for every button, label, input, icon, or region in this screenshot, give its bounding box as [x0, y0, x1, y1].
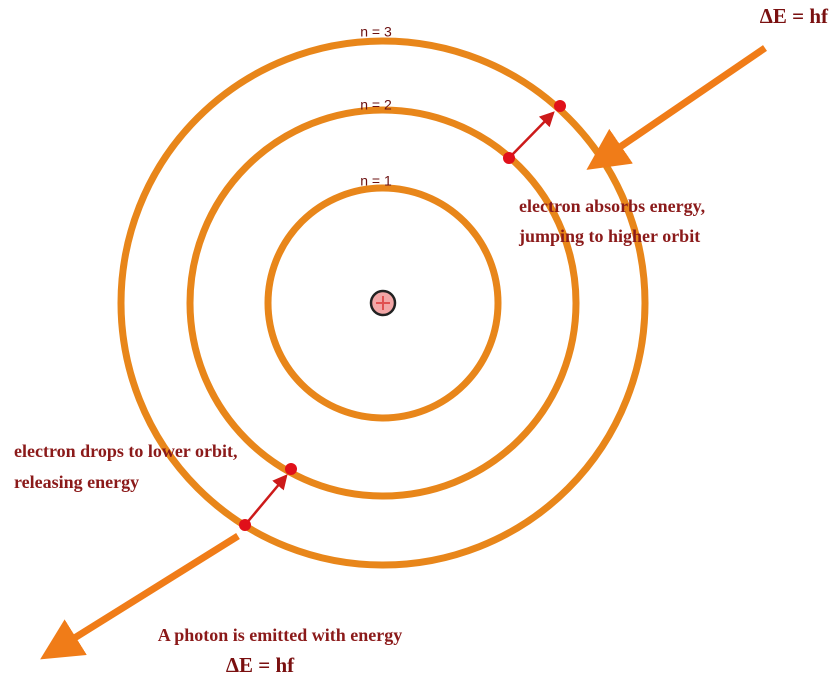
orbit-label: n = 1	[360, 173, 392, 189]
jump-arrow	[509, 113, 553, 158]
electron	[239, 519, 251, 531]
electron	[503, 152, 515, 164]
orbit-label: n = 3	[360, 24, 392, 40]
electron	[285, 463, 297, 475]
emission-energy: ΔE = hf	[226, 653, 295, 677]
absorption-caption: jumping to higher orbit	[518, 226, 700, 246]
incoming-photon-arrow	[598, 48, 765, 162]
absorption-energy: ΔE = hf	[760, 4, 829, 28]
bohr-diagram: n = 3 n = 2 n = 1 ΔE = hf electron absor…	[0, 0, 835, 683]
photon-caption: A photon is emitted with energy	[158, 625, 403, 645]
nucleus	[371, 291, 395, 315]
absorption-caption: electron absorbs energy,	[519, 196, 705, 216]
drop-arrow	[245, 476, 286, 525]
emission-caption: releasing energy	[14, 472, 139, 492]
emission-caption: electron drops to lower orbit,	[14, 441, 237, 461]
orbit-label: n = 2	[360, 97, 392, 113]
electron	[554, 100, 566, 112]
